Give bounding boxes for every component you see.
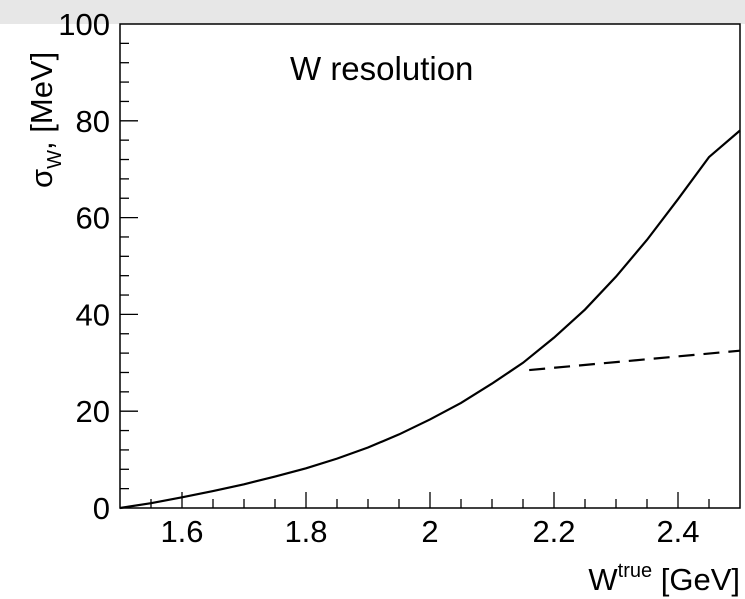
series-group <box>119 129 741 510</box>
y-tick-label: 60 <box>76 201 110 236</box>
x-tick-label: 1.6 <box>160 514 203 549</box>
x-tick-label: 1.8 <box>284 514 327 549</box>
plot-frame <box>119 23 741 509</box>
tick-marks <box>120 42 710 508</box>
x-axis-label-unit: [GeV] <box>652 562 740 597</box>
x-axis-label-base: W <box>588 562 618 597</box>
series-line-dashed <box>529 349 741 372</box>
tick-labels: 1.6 1.8 2 2.2 2.4 0 20 40 60 80 100 <box>58 7 699 549</box>
x-tick-label: 2 <box>421 514 438 549</box>
y-tick-label: 0 <box>93 491 110 526</box>
y-tick-label: 100 <box>58 7 110 42</box>
y-axis-label-subscript: W <box>44 150 66 169</box>
series-line-solid <box>119 129 741 510</box>
chart-title: W resolution <box>290 50 473 87</box>
y-axis-label: σW, [MeV] <box>24 52 66 188</box>
y-tick-label: 20 <box>76 394 110 429</box>
y-tick-label: 80 <box>76 104 110 139</box>
window-top-bar <box>0 0 745 24</box>
y-axis-label-sigma: σ <box>24 169 59 188</box>
x-tick-label: 2.2 <box>532 514 575 549</box>
y-tick-label: 40 <box>76 297 110 332</box>
x-axis-label: Wtrue [GeV] <box>588 560 740 597</box>
y-axis-label-unit: , [MeV] <box>24 52 59 150</box>
x-tick-label: 2.4 <box>656 514 699 549</box>
x-axis-label-superscript: true <box>618 560 652 582</box>
